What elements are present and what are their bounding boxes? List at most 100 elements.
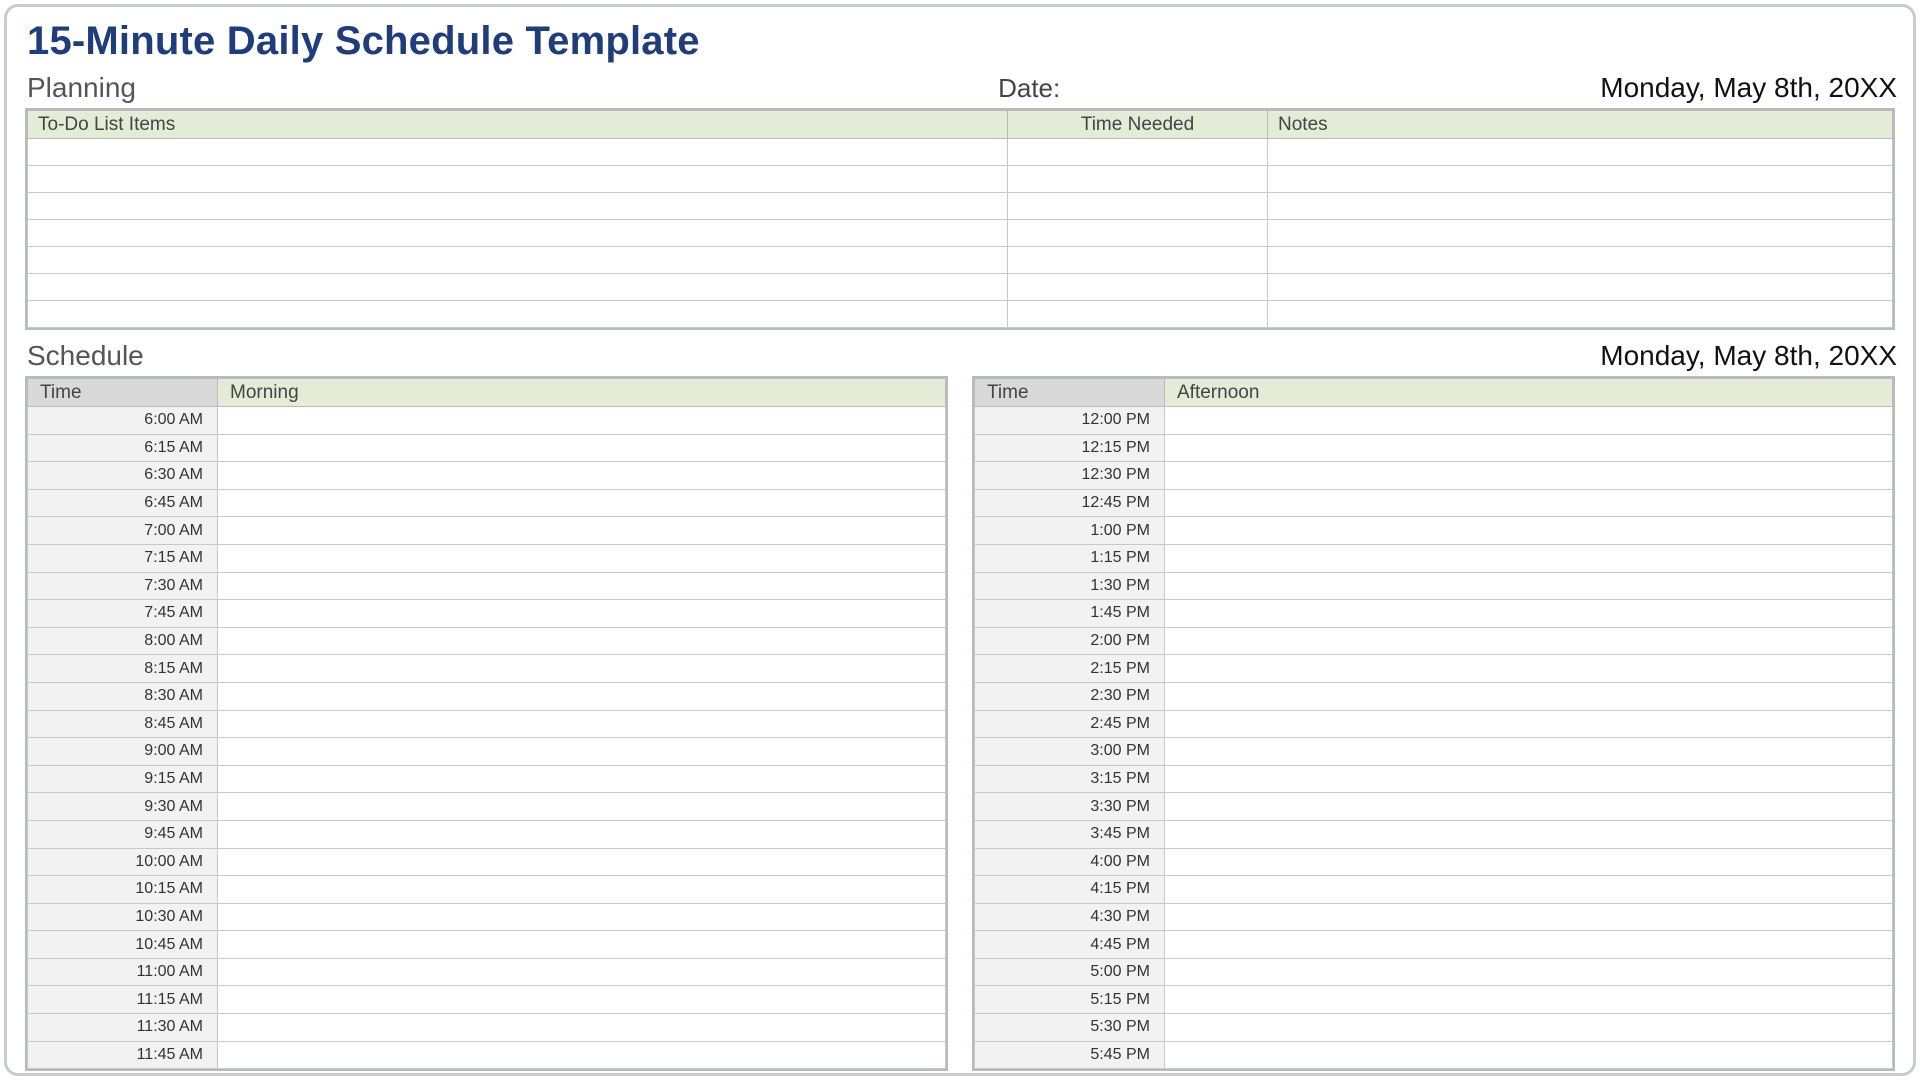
todo-cell-time[interactable] xyxy=(1008,301,1268,328)
todo-cell-items[interactable] xyxy=(28,247,1008,274)
morning-time-header: Time xyxy=(28,379,218,407)
morning-slot-value[interactable] xyxy=(218,848,946,876)
afternoon-slot-value[interactable] xyxy=(1165,903,1893,931)
todo-cell-notes[interactable] xyxy=(1268,193,1893,220)
afternoon-slot-value[interactable] xyxy=(1165,434,1893,462)
afternoon-slot-value[interactable] xyxy=(1165,820,1893,848)
todo-row[interactable] xyxy=(28,247,1893,274)
afternoon-slot-value[interactable] xyxy=(1165,489,1893,517)
morning-slot-time: 7:45 AM xyxy=(28,600,218,628)
morning-slot-value[interactable] xyxy=(218,627,946,655)
morning-slot-value[interactable] xyxy=(218,572,946,600)
afternoon-slot: 1:15 PM xyxy=(975,544,1893,572)
afternoon-slot: 2:00 PM xyxy=(975,627,1893,655)
afternoon-slot-value[interactable] xyxy=(1165,600,1893,628)
morning-slot-value[interactable] xyxy=(218,986,946,1014)
morning-slot-value[interactable] xyxy=(218,682,946,710)
morning-slot-time: 9:30 AM xyxy=(28,793,218,821)
morning-slot-value[interactable] xyxy=(218,903,946,931)
todo-cell-time[interactable] xyxy=(1008,220,1268,247)
afternoon-slot-value[interactable] xyxy=(1165,655,1893,683)
morning-slot-value[interactable] xyxy=(218,876,946,904)
afternoon-slot-value[interactable] xyxy=(1165,710,1893,738)
todo-row[interactable] xyxy=(28,166,1893,193)
todo-row[interactable] xyxy=(28,139,1893,166)
afternoon-slot-value[interactable] xyxy=(1165,876,1893,904)
todo-cell-items[interactable] xyxy=(28,301,1008,328)
afternoon-slot-value[interactable] xyxy=(1165,848,1893,876)
planning-header-row: Planning Date: Monday, May 8th, 20XX xyxy=(27,72,1897,104)
afternoon-slot-value[interactable] xyxy=(1165,407,1893,435)
afternoon-slot-value[interactable] xyxy=(1165,986,1893,1014)
morning-slot-value[interactable] xyxy=(218,958,946,986)
afternoon-slot-value[interactable] xyxy=(1165,572,1893,600)
todo-cell-time[interactable] xyxy=(1008,193,1268,220)
afternoon-slot-value[interactable] xyxy=(1165,462,1893,490)
morning-slot-time: 8:45 AM xyxy=(28,710,218,738)
morning-slot: 7:00 AM xyxy=(28,517,946,545)
todo-cell-notes[interactable] xyxy=(1268,139,1893,166)
afternoon-slot-value[interactable] xyxy=(1165,958,1893,986)
todo-cell-time[interactable] xyxy=(1008,247,1268,274)
todo-cell-notes[interactable] xyxy=(1268,220,1893,247)
todo-cell-items[interactable] xyxy=(28,274,1008,301)
todo-cell-items[interactable] xyxy=(28,193,1008,220)
morning-slot: 9:30 AM xyxy=(28,793,946,821)
afternoon-slot-value[interactable] xyxy=(1165,517,1893,545)
todo-cell-items[interactable] xyxy=(28,139,1008,166)
morning-slot-value[interactable] xyxy=(218,1041,946,1069)
morning-slot-value[interactable] xyxy=(218,434,946,462)
afternoon-slot-value[interactable] xyxy=(1165,738,1893,766)
morning-slot-value[interactable] xyxy=(218,407,946,435)
todo-cell-notes[interactable] xyxy=(1268,247,1893,274)
morning-slot-time: 9:45 AM xyxy=(28,820,218,848)
afternoon-slot-value[interactable] xyxy=(1165,682,1893,710)
morning-slot-value[interactable] xyxy=(218,820,946,848)
todo-row[interactable] xyxy=(28,193,1893,220)
morning-slot-value[interactable] xyxy=(218,1014,946,1042)
afternoon-slot-value[interactable] xyxy=(1165,1014,1893,1042)
morning-slot-value[interactable] xyxy=(218,544,946,572)
afternoon-slot-time: 1:30 PM xyxy=(975,572,1165,600)
todo-row[interactable] xyxy=(28,301,1893,328)
morning-slot-time: 10:30 AM xyxy=(28,903,218,931)
morning-slot-value[interactable] xyxy=(218,765,946,793)
morning-slot-time: 10:15 AM xyxy=(28,876,218,904)
morning-slot-value[interactable] xyxy=(218,655,946,683)
todo-cell-time[interactable] xyxy=(1008,139,1268,166)
afternoon-slot: 4:45 PM xyxy=(975,931,1893,959)
schedule-header-row: Schedule Monday, May 8th, 20XX xyxy=(27,340,1897,372)
afternoon-slot-value[interactable] xyxy=(1165,1041,1893,1069)
morning-slot-time: 9:15 AM xyxy=(28,765,218,793)
todo-cell-notes[interactable] xyxy=(1268,301,1893,328)
todo-cell-time[interactable] xyxy=(1008,274,1268,301)
todo-cell-items[interactable] xyxy=(28,220,1008,247)
morning-slot-value[interactable] xyxy=(218,517,946,545)
afternoon-slot-time: 3:15 PM xyxy=(975,765,1165,793)
morning-slot-time: 7:15 AM xyxy=(28,544,218,572)
morning-slot-value[interactable] xyxy=(218,738,946,766)
morning-slot-value[interactable] xyxy=(218,710,946,738)
morning-slot-value[interactable] xyxy=(218,489,946,517)
afternoon-slot-value[interactable] xyxy=(1165,627,1893,655)
todo-cell-notes[interactable] xyxy=(1268,166,1893,193)
afternoon-slot-value[interactable] xyxy=(1165,544,1893,572)
todo-row[interactable] xyxy=(28,274,1893,301)
todo-cell-time[interactable] xyxy=(1008,166,1268,193)
todo-col-notes: Notes xyxy=(1268,111,1893,139)
afternoon-slot-time: 4:15 PM xyxy=(975,876,1165,904)
todo-cell-notes[interactable] xyxy=(1268,274,1893,301)
todo-col-items: To-Do List Items xyxy=(28,111,1008,139)
afternoon-slot-value[interactable] xyxy=(1165,793,1893,821)
morning-slot-time: 8:15 AM xyxy=(28,655,218,683)
todo-row[interactable] xyxy=(28,220,1893,247)
afternoon-slot-value[interactable] xyxy=(1165,931,1893,959)
morning-slot-value[interactable] xyxy=(218,793,946,821)
afternoon-slot-value[interactable] xyxy=(1165,765,1893,793)
todo-cell-items[interactable] xyxy=(28,166,1008,193)
afternoon-slot-time: 1:00 PM xyxy=(975,517,1165,545)
morning-slot-value[interactable] xyxy=(218,462,946,490)
morning-slot-value[interactable] xyxy=(218,600,946,628)
morning-slot-value[interactable] xyxy=(218,931,946,959)
morning-slot: 6:30 AM xyxy=(28,462,946,490)
